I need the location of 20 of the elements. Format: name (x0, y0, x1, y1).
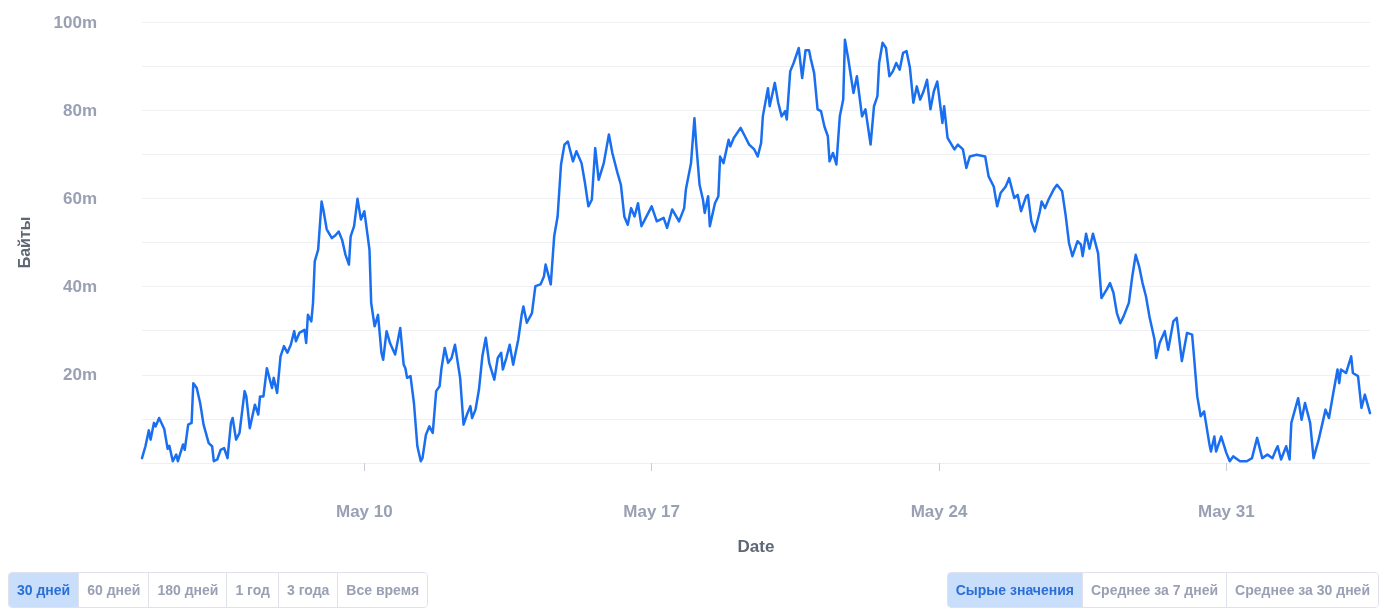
text: 180 дней (149, 573, 228, 607)
text: Среднее за 7 дней (1082, 573, 1228, 607)
text: 1 год (227, 573, 279, 607)
x-axis-title: Date (737, 537, 775, 556)
x-tick-label: May 24 (910, 502, 968, 521)
y-tick-label: 40m (62, 277, 97, 297)
y-tick-label: 20m (62, 365, 97, 385)
text: 3 года (278, 573, 339, 607)
x-tick-label: May 31 (1197, 502, 1255, 521)
text: Сырые значения (947, 573, 1083, 607)
text: Все время (338, 573, 428, 607)
text: 30 дней (9, 573, 80, 607)
y-tick-label: 100m (53, 12, 97, 32)
text: 60 дней (79, 573, 150, 607)
x-tick-label: May 17 (623, 502, 681, 521)
y-tick-label: 60m (62, 188, 97, 208)
x-tick-label: May 10 (335, 502, 393, 521)
text: Среднее за 30 дней (1227, 573, 1378, 607)
y-axis-title: Байты (15, 216, 33, 269)
y-tick-label: 80m (62, 100, 97, 120)
